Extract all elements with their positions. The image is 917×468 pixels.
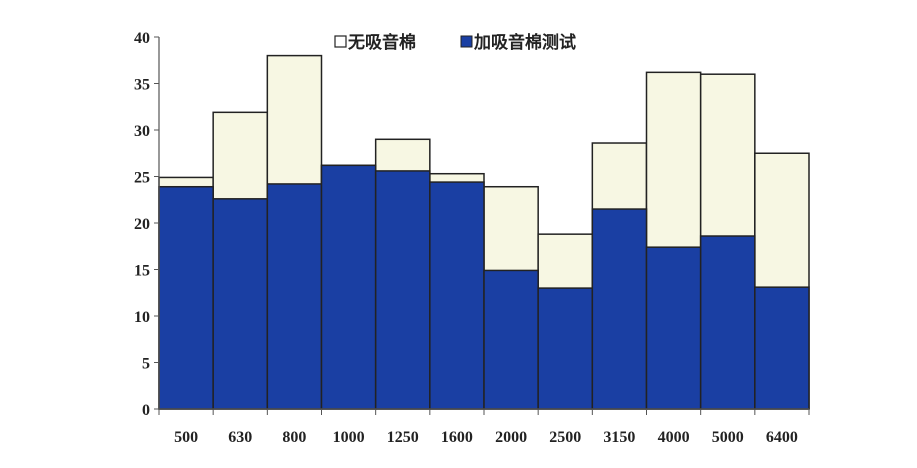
- x-tick-label: 2500: [549, 429, 581, 446]
- bar-with-foam-3150: [591, 208, 648, 410]
- x-tick-label: 6400: [766, 429, 798, 446]
- bar-with-foam-800: [266, 183, 323, 410]
- y-tick-label: 15: [134, 263, 150, 280]
- bar-with-foam-2000: [483, 269, 539, 410]
- legend-label-no-foam: 无吸音棉: [347, 32, 416, 52]
- bar-with-foam-1250: [374, 170, 431, 410]
- x-tick-label: 630: [228, 429, 252, 446]
- x-tick-label: 1000: [333, 429, 365, 446]
- legend-label-with-foam: 加吸音棉测试: [473, 32, 576, 52]
- y-tick-label: 0: [142, 402, 150, 419]
- y-tick-label: 25: [134, 170, 150, 187]
- bar-with-foam-4000: [645, 246, 702, 410]
- y-tick-label: 30: [134, 123, 150, 140]
- series-with-foam: [158, 164, 810, 410]
- bar-with-foam-1000: [320, 164, 377, 410]
- y-tick-label: 40: [134, 30, 150, 47]
- x-tick-label: 1250: [387, 429, 419, 446]
- y-tick-label: 35: [134, 77, 150, 94]
- x-tick-label: 800: [282, 429, 306, 446]
- x-tick-label: 5000: [712, 429, 744, 446]
- legend: 无吸音棉 加吸音棉测试: [334, 32, 576, 52]
- x-tick-label: 2000: [495, 429, 527, 446]
- legend-swatch-no-foam: [334, 35, 347, 48]
- x-tick-label: 3150: [603, 429, 635, 446]
- bar-with-foam-1600: [429, 181, 485, 410]
- bar-with-foam-500: [158, 185, 214, 410]
- bar-with-foam-5000: [699, 235, 756, 410]
- axes: 0 5 10 15 20 25 30 35 40 500 630 800 1000 1250 1600 200…: [134, 30, 810, 446]
- x-tick-label: 1600: [441, 429, 473, 446]
- legend-swatch-with-foam: [460, 35, 473, 48]
- x-tick-label: 500: [174, 429, 198, 446]
- y-tick-label: 20: [134, 216, 150, 233]
- y-tick-label: 5: [142, 356, 150, 373]
- bar-with-foam-6400: [754, 286, 810, 410]
- bar-with-foam-2500: [537, 287, 594, 410]
- x-tick-label: 4000: [658, 429, 690, 446]
- bar-with-foam-630: [212, 198, 269, 410]
- y-tick-label: 10: [134, 309, 150, 326]
